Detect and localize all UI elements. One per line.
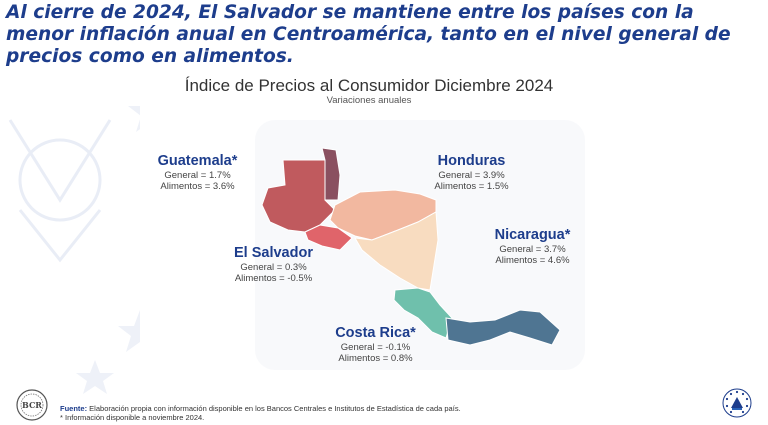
label-costa-rica: Costa Rica* General = -0.1% Alimentos = … xyxy=(328,325,423,364)
label-guatemala: Guatemala* General = 1.7% Alimentos = 3.… xyxy=(150,153,245,192)
country-name: Guatemala* xyxy=(157,153,238,169)
svg-text:BCR: BCR xyxy=(22,400,42,410)
general-inflation: General = 1.7% xyxy=(164,170,231,181)
background-decoration xyxy=(8,106,140,394)
footer-source-text: Elaboración propia con información dispo… xyxy=(87,404,461,413)
footer-note: * Información disponible a noviembre 202… xyxy=(60,413,205,422)
food-inflation: Alimentos = 1.5% xyxy=(434,181,509,192)
country-name: Costa Rica* xyxy=(335,325,416,341)
headline: Al cierre de 2024, El Salvador se mantie… xyxy=(6,2,731,67)
country-name: Nicaragua* xyxy=(494,227,571,243)
label-honduras: Honduras General = 3.9% Alimentos = 1.5% xyxy=(424,153,519,192)
footer: Fuente: Elaboración propia con informaci… xyxy=(60,404,461,422)
el-salvador-coat-of-arms-icon xyxy=(722,388,752,418)
country-name: Honduras xyxy=(437,153,506,169)
label-nicaragua: Nicaragua* General = 3.7% Alimentos = 4.… xyxy=(485,227,580,266)
general-inflation: General = -0.1% xyxy=(340,342,411,353)
general-inflation: General = 3.7% xyxy=(499,244,566,255)
map-costa-rica xyxy=(393,287,453,339)
country-name: El Salvador xyxy=(234,245,313,261)
chart-subtitle: Variaciones anuales xyxy=(326,95,412,106)
map-nicaragua xyxy=(354,211,439,291)
food-inflation: Alimentos = 0.8% xyxy=(338,353,413,364)
label-el-salvador: El Salvador General = 0.3% Alimentos = -… xyxy=(225,245,322,284)
chart-title: Índice de Precios al Consumidor Diciembr… xyxy=(184,76,554,95)
general-inflation: General = 3.9% xyxy=(438,170,505,181)
bcr-seal-icon: BCR xyxy=(16,389,48,421)
map-el-salvador xyxy=(304,224,353,251)
map-belize xyxy=(321,147,341,201)
footer-source: Fuente: Elaboración propia con informaci… xyxy=(60,404,461,413)
map-panama xyxy=(445,309,561,346)
footer-source-label: Fuente: xyxy=(60,404,88,413)
general-inflation: General = 0.3% xyxy=(240,262,307,273)
food-inflation: Alimentos = 4.6% xyxy=(495,255,570,266)
food-inflation: Alimentos = 3.6% xyxy=(160,181,235,192)
food-inflation: Alimentos = -0.5% xyxy=(234,273,313,284)
